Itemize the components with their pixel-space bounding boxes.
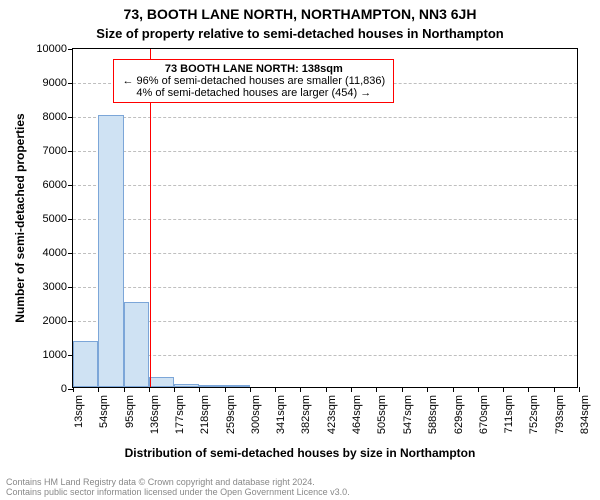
histogram-bar bbox=[199, 385, 224, 387]
y-tick-label: 6000 bbox=[43, 179, 67, 191]
x-tick-mark bbox=[199, 387, 200, 392]
y-tick-mark bbox=[68, 253, 73, 254]
x-tick-label: 300sqm bbox=[250, 395, 262, 434]
x-tick-mark bbox=[149, 387, 150, 392]
x-tick-mark bbox=[351, 387, 352, 392]
x-tick-label: 793sqm bbox=[554, 395, 566, 434]
gridline bbox=[73, 219, 577, 220]
gridline bbox=[73, 117, 577, 118]
histogram-bar bbox=[149, 377, 174, 387]
x-tick-label: 670sqm bbox=[478, 395, 490, 434]
footer-attribution: Contains HM Land Registry data © Crown c… bbox=[6, 477, 350, 497]
y-tick-label: 10000 bbox=[36, 43, 67, 55]
x-tick-label: 711sqm bbox=[503, 395, 515, 433]
x-tick-label: 505sqm bbox=[376, 395, 388, 434]
gridline bbox=[73, 253, 577, 254]
x-tick-label: 54sqm bbox=[98, 395, 110, 428]
x-tick-mark bbox=[326, 387, 327, 392]
histogram-bar bbox=[124, 302, 149, 387]
x-tick-label: 834sqm bbox=[579, 395, 591, 434]
x-tick-mark bbox=[376, 387, 377, 392]
y-tick-label: 0 bbox=[61, 383, 67, 395]
histogram-bar bbox=[174, 384, 199, 387]
x-tick-mark bbox=[503, 387, 504, 392]
x-tick-label: 136sqm bbox=[149, 395, 161, 434]
y-tick-mark bbox=[68, 151, 73, 152]
x-tick-mark bbox=[250, 387, 251, 392]
x-tick-mark bbox=[98, 387, 99, 392]
histogram-bar bbox=[73, 341, 98, 387]
x-tick-mark bbox=[225, 387, 226, 392]
x-tick-mark bbox=[275, 387, 276, 392]
x-tick-mark bbox=[124, 387, 125, 392]
gridline bbox=[73, 185, 577, 186]
histogram-bar bbox=[98, 115, 123, 387]
x-tick-label: 588sqm bbox=[427, 395, 439, 434]
x-tick-label: 13sqm bbox=[73, 395, 85, 428]
y-tick-label: 2000 bbox=[43, 315, 67, 327]
x-tick-label: 464sqm bbox=[351, 395, 363, 434]
x-tick-mark bbox=[427, 387, 428, 392]
y-tick-mark bbox=[68, 321, 73, 322]
x-tick-mark bbox=[453, 387, 454, 392]
x-tick-mark bbox=[174, 387, 175, 392]
y-tick-label: 3000 bbox=[43, 281, 67, 293]
y-axis-label: Number of semi-detached properties bbox=[13, 113, 27, 322]
plot-area: 0100020003000400050006000700080009000100… bbox=[72, 48, 578, 388]
x-tick-mark bbox=[579, 387, 580, 392]
x-tick-label: 547sqm bbox=[402, 395, 414, 434]
y-tick-label: 7000 bbox=[43, 145, 67, 157]
x-tick-label: 752sqm bbox=[528, 395, 540, 434]
property-size-chart: 73, BOOTH LANE NORTH, NORTHAMPTON, NN3 6… bbox=[0, 0, 600, 500]
y-tick-mark bbox=[68, 219, 73, 220]
footer-line1: Contains HM Land Registry data © Crown c… bbox=[6, 477, 350, 487]
x-axis-label: Distribution of semi-detached houses by … bbox=[0, 446, 600, 460]
x-tick-label: 218sqm bbox=[199, 395, 211, 434]
chart-subtitle: Size of property relative to semi-detach… bbox=[0, 26, 600, 41]
x-tick-label: 95sqm bbox=[124, 395, 136, 428]
x-tick-mark bbox=[528, 387, 529, 392]
y-tick-mark bbox=[68, 83, 73, 84]
x-tick-mark bbox=[402, 387, 403, 392]
footer-line2: Contains public sector information licen… bbox=[6, 487, 350, 497]
x-tick-label: 177sqm bbox=[174, 395, 186, 434]
x-tick-mark bbox=[73, 387, 74, 392]
x-tick-label: 382sqm bbox=[300, 395, 312, 434]
callout-line1: 73 BOOTH LANE NORTH: 138sqm bbox=[122, 63, 385, 75]
y-tick-label: 1000 bbox=[43, 349, 67, 361]
x-tick-label: 629sqm bbox=[453, 395, 465, 434]
y-tick-mark bbox=[68, 185, 73, 186]
chart-title: 73, BOOTH LANE NORTH, NORTHAMPTON, NN3 6… bbox=[0, 6, 600, 22]
property-callout: 73 BOOTH LANE NORTH: 138sqm← 96% of semi… bbox=[113, 59, 394, 103]
y-tick-label: 8000 bbox=[43, 111, 67, 123]
histogram-bar bbox=[225, 385, 250, 387]
y-tick-mark bbox=[68, 49, 73, 50]
y-tick-label: 5000 bbox=[43, 213, 67, 225]
y-tick-mark bbox=[68, 287, 73, 288]
x-tick-label: 259sqm bbox=[225, 395, 237, 434]
y-tick-label: 9000 bbox=[43, 77, 67, 89]
x-tick-mark bbox=[554, 387, 555, 392]
x-tick-label: 423sqm bbox=[326, 395, 338, 434]
y-tick-label: 4000 bbox=[43, 247, 67, 259]
callout-line2: ← 96% of semi-detached houses are smalle… bbox=[122, 75, 385, 87]
x-tick-mark bbox=[300, 387, 301, 392]
x-tick-label: 341sqm bbox=[275, 395, 287, 434]
callout-line3: 4% of semi-detached houses are larger (4… bbox=[122, 87, 385, 99]
y-tick-mark bbox=[68, 117, 73, 118]
gridline bbox=[73, 151, 577, 152]
gridline bbox=[73, 287, 577, 288]
x-tick-mark bbox=[478, 387, 479, 392]
